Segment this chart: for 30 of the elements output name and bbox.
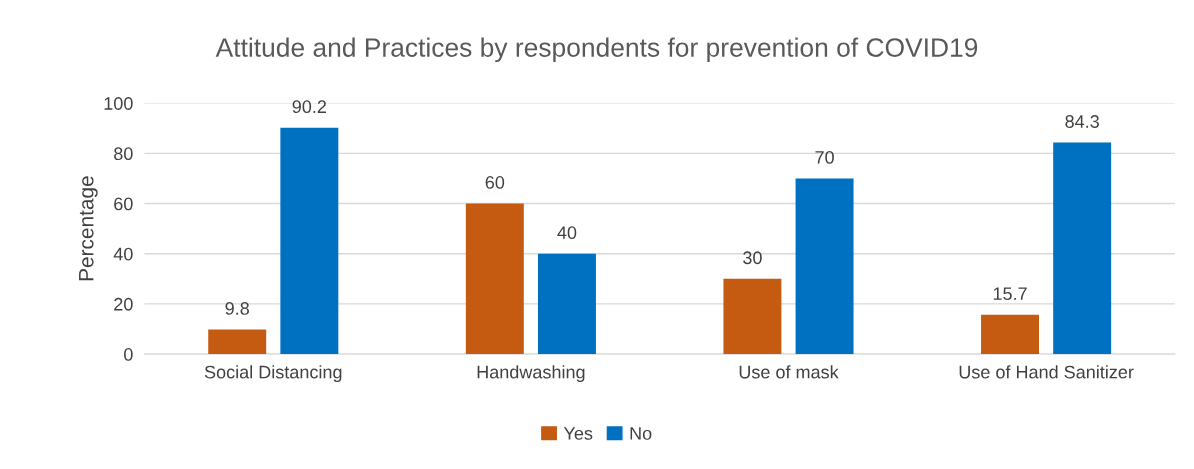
data-label: 30 <box>743 251 762 265</box>
x-tick-label: Handwashing <box>477 365 585 383</box>
bar <box>981 314 1040 355</box>
y-tick-label: 20 <box>114 297 133 311</box>
data-label: 84.3 <box>1065 115 1099 128</box>
bar <box>280 127 339 355</box>
legend-label: No <box>630 427 652 440</box>
x-tick-label: Social Distancing <box>204 365 342 383</box>
x-tick-label: Use of mask <box>739 365 839 379</box>
chart-title: Attitude and Practices by respondents for prevention of COVID19 <box>215 37 978 63</box>
y-tick-label: 100 <box>104 97 133 110</box>
bar <box>208 329 267 355</box>
y-axis-title: Percentage <box>79 176 98 281</box>
bar <box>537 253 596 355</box>
y-tick-label: 0 <box>124 348 133 361</box>
bar <box>723 278 782 355</box>
data-label: 9.8 <box>225 302 249 315</box>
data-label: 70 <box>815 150 834 164</box>
legend-label: Yes <box>563 427 593 440</box>
bar <box>795 178 854 355</box>
data-label: 15.7 <box>993 287 1027 301</box>
y-tick-label: 80 <box>114 147 133 161</box>
y-tick-label: 60 <box>114 197 133 211</box>
bar <box>1053 142 1112 355</box>
y-tick-label: 40 <box>113 247 133 261</box>
bar <box>465 203 524 355</box>
data-label: 90.2 <box>292 100 327 114</box>
data-label: 40 <box>557 226 577 240</box>
data-label: 60 <box>485 176 505 189</box>
x-tick-label: Use of Hand Sanitizer <box>959 365 1134 379</box>
